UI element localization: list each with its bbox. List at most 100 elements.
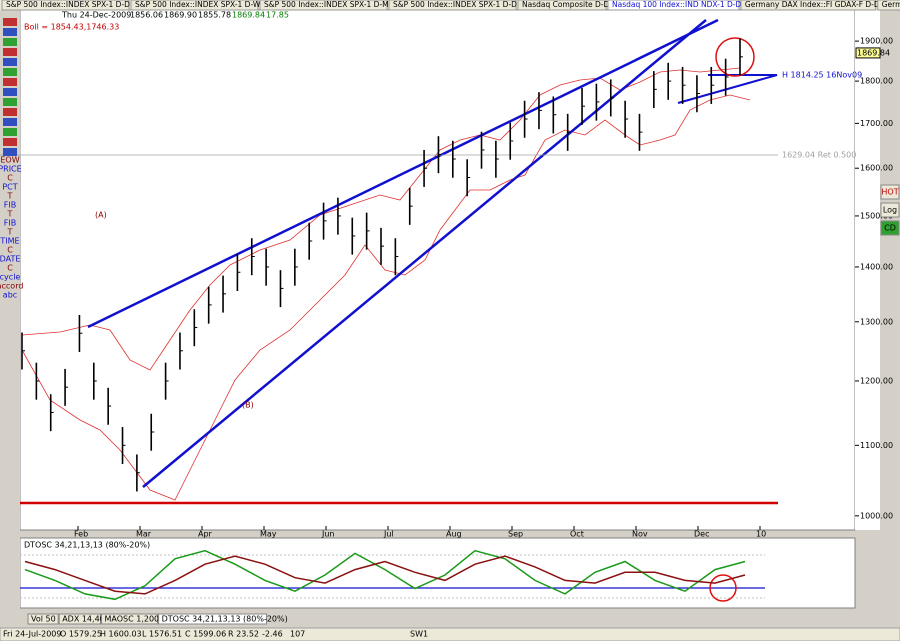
tool-label[interactable]: Log: [883, 206, 897, 215]
tab[interactable]: [517, 0, 607, 11]
tab[interactable]: [607, 0, 740, 11]
tool-label[interactable]: C: [7, 246, 13, 255]
tool-label[interactable]: cycle: [0, 273, 20, 282]
y-tick-label: 1800.00: [860, 77, 893, 86]
tool-label[interactable]: C: [7, 174, 13, 183]
y-tick-label: 1900.00: [860, 37, 893, 46]
y-tick-label: 1300.00: [860, 317, 893, 326]
tool-label[interactable]: PCT: [2, 183, 17, 192]
indicator-tab-label[interactable]: Vol 50: [31, 615, 56, 624]
status-bar: [0, 627, 900, 641]
tab[interactable]: [259, 0, 388, 11]
tool-button[interactable]: [3, 128, 17, 136]
x-tick-label: Jul: [383, 530, 394, 539]
status-field: R 23.52: [228, 630, 259, 639]
x-tick-label: Sep: [508, 530, 523, 539]
tab[interactable]: [130, 0, 259, 11]
tab[interactable]: [740, 0, 877, 11]
status-field: H 1600.03: [100, 630, 142, 639]
wave-a: (A): [95, 211, 107, 220]
tab[interactable]: [877, 0, 900, 11]
status-field: C 1599.06: [185, 630, 226, 639]
tab[interactable]: [388, 0, 517, 11]
x-tick-label: Apr: [198, 530, 213, 539]
price-flag: [855, 47, 881, 59]
tool-button[interactable]: [880, 202, 900, 218]
tool-label[interactable]: EOW: [0, 156, 19, 165]
tool-button[interactable]: [3, 28, 17, 36]
price-flag-label: 1869.84: [857, 48, 890, 57]
tool-label[interactable]: PRICE: [0, 165, 22, 174]
indicator-tab-label[interactable]: ADX 14,40: [62, 615, 105, 624]
tool-button[interactable]: [3, 148, 17, 156]
lower-band: [21, 94, 751, 501]
tool-label[interactable]: FIB: [4, 201, 16, 210]
tool-button[interactable]: [3, 88, 17, 96]
tool-label[interactable]: accord: [0, 282, 23, 291]
tool-label[interactable]: CD: [884, 224, 896, 233]
left-toolbar: [0, 10, 20, 610]
right-toolbar: [880, 10, 900, 610]
indicator-tab[interactable]: [58, 613, 101, 625]
upper-band: [21, 67, 741, 371]
header-change: 17.85: [266, 11, 289, 20]
y-tick-label: 1700.00: [860, 119, 893, 128]
x-tick-label: Mar: [136, 530, 152, 539]
indicator-tab[interactable]: [27, 613, 59, 625]
indicator-tab[interactable]: [101, 613, 159, 625]
tool-label[interactable]: T: [7, 228, 13, 237]
tab-label[interactable]: S&P 500 Index::INDEX SPX-1 D-D: [6, 0, 130, 9]
upper-trendline: [87, 18, 719, 329]
tool-button[interactable]: [3, 138, 17, 146]
tab-label[interactable]: Germany DAX Index::FI GDAX-F D-D: [745, 0, 880, 9]
header-open: 1856.06: [130, 11, 163, 20]
osc-circle: [709, 574, 737, 602]
tab-label[interactable]: Nasdaq 100 Index::IND NDX-1 D-D: [612, 0, 741, 9]
tool-label[interactable]: FIB: [4, 219, 16, 228]
header-close: 1869.84: [232, 11, 265, 20]
tool-button[interactable]: [3, 18, 17, 26]
tab-label[interactable]: Nasdaq Composite D-D: [522, 0, 610, 9]
tool-button[interactable]: [3, 38, 17, 46]
tool-label[interactable]: HOT: [881, 188, 898, 197]
tab[interactable]: [1, 0, 130, 11]
tool-button[interactable]: [3, 98, 17, 106]
tab-label[interactable]: German: [882, 0, 900, 9]
tool-button[interactable]: [880, 220, 900, 236]
tool-label[interactable]: TIME: [0, 237, 20, 246]
indicator-tab-label[interactable]: DTOSC 34,21,13,13 (80%-20%): [162, 615, 288, 624]
indicator-tab[interactable]: [158, 613, 268, 625]
x-tick-label: Dec: [694, 530, 709, 539]
osc-title: DTOSC 34,21,13,13 (80%-20%): [24, 541, 150, 550]
tool-label[interactable]: DATE: [0, 255, 20, 264]
tab-label[interactable]: S&P 500 Index::INDEX SPX-1 D-D: [393, 0, 517, 9]
status-field: SW1: [410, 630, 428, 639]
tool-label[interactable]: T: [7, 192, 13, 201]
tool-button[interactable]: [3, 58, 17, 66]
tab-label[interactable]: S&P 500 Index::INDEX SPX-1 D-M: [264, 0, 389, 9]
tool-button[interactable]: [3, 78, 17, 86]
tool-label[interactable]: abc: [3, 291, 17, 300]
status-field: O 1579.25: [60, 630, 102, 639]
tool-button[interactable]: [3, 48, 17, 56]
tool-button[interactable]: [3, 68, 17, 76]
y-tick-label: 1000.00: [860, 511, 893, 520]
status-field: Fri 24-Jul-2009: [3, 630, 61, 639]
tab-label[interactable]: S&P 500 Index::INDEX SPX-1 D-W: [135, 0, 261, 9]
tool-label[interactable]: C: [7, 264, 13, 273]
status-field: 107: [290, 630, 305, 639]
y-tick-label: 1400.00: [860, 262, 893, 271]
header-date-text: Thu 24-Dec-2009: [61, 11, 131, 20]
indicator-tab-label[interactable]: MAOSC 1,200,1: [105, 615, 167, 624]
x-tick-label: Nov: [632, 530, 648, 539]
tool-button[interactable]: [3, 108, 17, 116]
tool-label[interactable]: T: [7, 210, 13, 219]
status-field: L 1576.51: [142, 630, 182, 639]
osc-line: [24, 549, 746, 601]
tool-button[interactable]: [880, 184, 900, 200]
x-tick-label: May: [260, 530, 277, 539]
tool-button[interactable]: [3, 118, 17, 126]
ret-label: 1629.04 Ret 0.500: [782, 151, 856, 160]
